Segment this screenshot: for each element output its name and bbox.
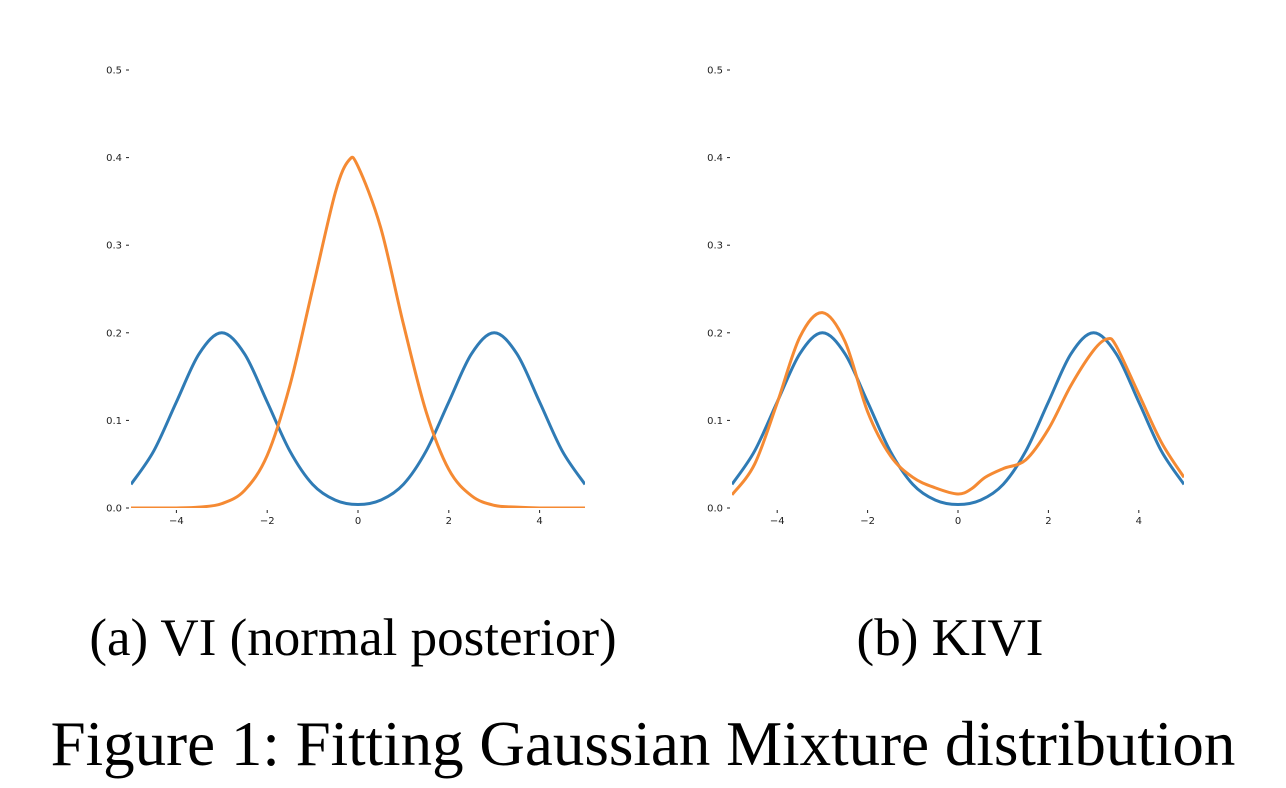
x-tick-label-b-1: −2 bbox=[860, 516, 875, 527]
y-tick-label-b-1: 0.1 bbox=[707, 416, 723, 427]
x-tick-label-b-3: 2 bbox=[1045, 516, 1051, 527]
subcaption-b: (b) KIVI bbox=[856, 609, 1044, 667]
x-tick-label-a-3: 2 bbox=[446, 516, 452, 527]
series-line-b-target bbox=[732, 331, 1184, 506]
series-line-b-fit bbox=[732, 311, 1184, 496]
x-tick-label-b-2: 0 bbox=[955, 516, 961, 527]
y-tick-label-b-2: 0.2 bbox=[707, 328, 723, 339]
y-tick-label-a-3: 0.3 bbox=[106, 241, 122, 252]
y-tick-label-b-5: 0.5 bbox=[707, 66, 723, 77]
x-tick-label-b-4: 4 bbox=[1136, 516, 1142, 527]
y-tick-label-a-2: 0.2 bbox=[106, 328, 122, 339]
chart-a-plot: 0.0 0.1 0.2 0.3 0.4 0.5 −4 −2 0 2 4 bbox=[106, 66, 585, 527]
y-tick-label-b-3: 0.3 bbox=[707, 241, 723, 252]
y-tick-label-b-4: 0.4 bbox=[707, 153, 723, 164]
x-tick-label-a-4: 4 bbox=[536, 516, 542, 527]
x-tick-label-a-0: −4 bbox=[169, 516, 184, 527]
y-tick-label-a-0: 0.0 bbox=[106, 504, 122, 515]
x-tick-label-a-2: 0 bbox=[355, 516, 361, 527]
series-line-a-fit bbox=[131, 155, 585, 508]
chart-panel-a: 0.0 0.1 0.2 0.3 0.4 0.5 −4 −2 0 2 4 bbox=[0, 0, 643, 600]
chart-panel-b: 0.0 0.1 0.2 0.3 0.4 0.5 −4 −2 0 2 4 bbox=[643, 0, 1286, 600]
x-tick-label-a-1: −2 bbox=[260, 516, 275, 527]
subcaption-a: (a) VI (normal posterior) bbox=[89, 609, 617, 667]
y-tick-label-a-5: 0.5 bbox=[106, 66, 122, 77]
y-tick-label-b-0: 0.0 bbox=[707, 504, 723, 515]
chart-b-plot: 0.0 0.1 0.2 0.3 0.4 0.5 −4 −2 0 2 4 bbox=[707, 66, 1184, 527]
y-tick-label-a-4: 0.4 bbox=[106, 153, 122, 164]
y-tick-label-a-1: 0.1 bbox=[106, 416, 122, 427]
figure-caption: Figure 1: Fitting Gaussian Mixture distr… bbox=[50, 709, 1236, 779]
series-line-a-target bbox=[131, 331, 585, 506]
x-tick-label-b-0: −4 bbox=[770, 516, 785, 527]
